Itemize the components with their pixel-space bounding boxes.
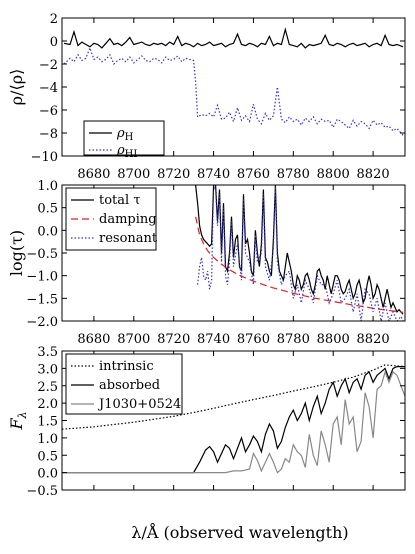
legend-box-1 bbox=[65, 187, 157, 251]
x-tick-label-1-1: 8700 bbox=[117, 167, 150, 182]
series-line-0-0 bbox=[63, 27, 404, 49]
y-tick-label-2-8: −0.5 bbox=[26, 484, 58, 499]
series-line-1-0 bbox=[195, 185, 404, 315]
y-axis-label-1: log(τ) bbox=[7, 230, 26, 276]
y-tick-label-1-1: 0.5 bbox=[37, 202, 58, 217]
legend-label-1-1: damping bbox=[99, 212, 157, 227]
y-tick-label-2-1: 3.0 bbox=[37, 362, 58, 377]
y-tick-label-0-2: −2 bbox=[39, 58, 58, 73]
x-tick-label-1-2: 8720 bbox=[157, 167, 190, 182]
x-axis-label: λ/Å (observed wavelength) bbox=[131, 522, 348, 542]
x-tick-label-1-7: 8820 bbox=[357, 167, 390, 182]
x-tick-label-2-1: 8700 bbox=[117, 332, 150, 347]
y-tick-label-0-1: 0 bbox=[50, 35, 58, 50]
series-line-1-2 bbox=[197, 185, 404, 321]
y-tick-label-0-0: 2 bbox=[50, 12, 58, 27]
legend-label-2-0: intrinsic bbox=[99, 359, 154, 374]
y-tick-label-0-6: −10 bbox=[31, 150, 58, 165]
x-tick-label-2-4: 8760 bbox=[237, 332, 270, 347]
y-tick-label-2-6: 0.5 bbox=[37, 449, 58, 464]
x-tick-label-1-4: 8760 bbox=[237, 167, 270, 182]
series-line-2-2 bbox=[62, 369, 405, 474]
x-tick-label-1-5: 8780 bbox=[277, 167, 310, 182]
y-tick-label-0-5: −8 bbox=[39, 127, 58, 142]
x-tick-label-2-5: 8780 bbox=[277, 332, 310, 347]
x-tick-label-2-3: 8740 bbox=[197, 332, 230, 347]
y-tick-label-1-5: −1.5 bbox=[26, 292, 58, 307]
x-tick-label-1-6: 8800 bbox=[317, 167, 350, 182]
x-tick-label-1-0: 8680 bbox=[77, 167, 110, 182]
legend-label-1-0: total τ bbox=[99, 193, 141, 208]
series-line-1-1 bbox=[195, 216, 404, 313]
y-tick-label-1-4: −1.0 bbox=[26, 270, 58, 285]
series-line-2-1 bbox=[62, 366, 405, 474]
y-tick-label-2-4: 1.5 bbox=[37, 415, 58, 430]
legend-label-2-1: absorbed bbox=[99, 378, 160, 393]
y-tick-label-1-0: 1.0 bbox=[37, 179, 58, 194]
y-tick-label-1-2: 0.0 bbox=[37, 224, 58, 239]
y-tick-label-0-3: −4 bbox=[39, 81, 58, 96]
y-tick-label-1-3: −0.5 bbox=[26, 247, 58, 262]
legend-label-2-2: J1030+0524 bbox=[97, 397, 181, 412]
legend-label-1-2: resonant bbox=[99, 231, 158, 246]
legend-box-0 bbox=[83, 120, 165, 156]
y-axis-label-2: Fλ bbox=[7, 411, 29, 430]
y-tick-label-2-2: 2.5 bbox=[37, 380, 58, 395]
x-tick-label-2-0: 8680 bbox=[77, 332, 110, 347]
x-tick-label-2-2: 8720 bbox=[157, 332, 190, 347]
series-line-2-0 bbox=[62, 364, 405, 430]
y-axis-label-0: ρ/⟨ρ⟩ bbox=[7, 69, 26, 106]
y-tick-label-0-4: −6 bbox=[39, 104, 58, 119]
x-tick-label-2-6: 8800 bbox=[317, 332, 350, 347]
y-tick-label-2-0: 3.5 bbox=[37, 345, 58, 360]
x-tick-label-1-3: 8740 bbox=[197, 167, 230, 182]
y-tick-label-2-5: 1.0 bbox=[37, 432, 58, 447]
y-tick-label-1-6: −2.0 bbox=[26, 315, 58, 330]
legend-label-0-0: ρH bbox=[116, 126, 134, 143]
y-tick-label-2-7: 0.0 bbox=[37, 467, 58, 482]
y-tick-label-2-3: 2.0 bbox=[37, 397, 58, 412]
series-line-0-1 bbox=[63, 46, 404, 136]
x-tick-label-2-7: 8820 bbox=[357, 332, 390, 347]
legend-label-0-1: ρHI bbox=[116, 143, 137, 160]
